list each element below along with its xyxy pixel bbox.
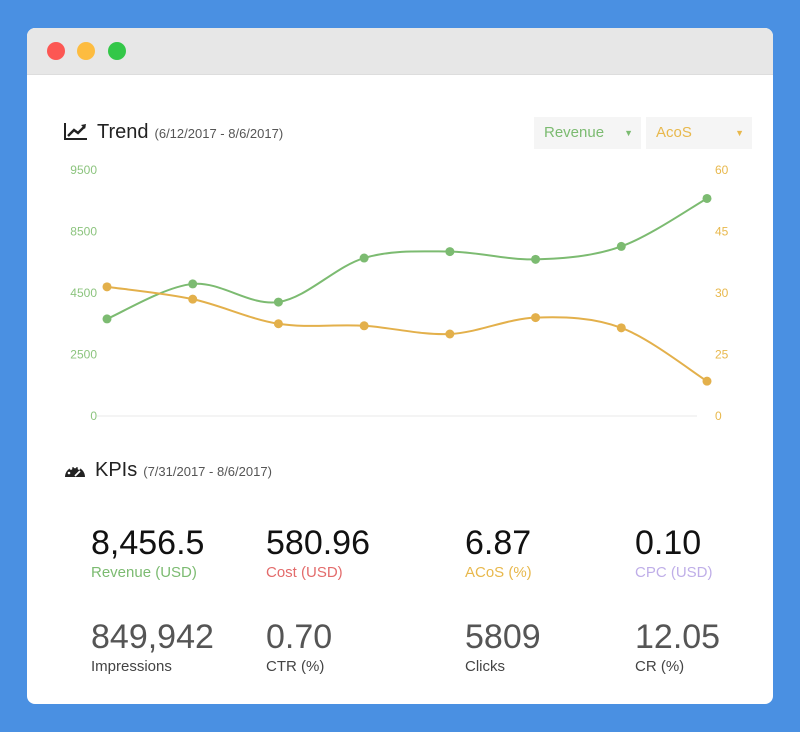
kpi-value: 580.96 [266,524,370,562]
acos-data-point[interactable] [188,294,198,304]
acos-select-label: AcoS [656,124,692,141]
kpi-clicks: 5809 Clicks [465,618,541,675]
left-axis-tick-label: 9500 [70,163,97,177]
kpi-label: CTR (%) [266,658,325,675]
kpi-label: ACoS (%) [465,564,532,581]
kpi-impressions: 849,942 Impressions [91,618,214,675]
acos-data-point[interactable] [445,329,455,339]
trend-line-chart: 9500 8500 4500 2500 0 60 45 30 25 0 [70,163,729,423]
kpi-label: Impressions [91,658,172,675]
acos-data-point[interactable] [531,313,541,323]
kpis-date-range: (7/31/2017 - 8/6/2017) [143,464,272,479]
kpi-ctr: 0.70 CTR (%) [266,618,332,675]
kpi-label: Revenue (USD) [91,564,197,581]
revenue-data-point[interactable] [702,193,712,203]
revenue-data-point[interactable] [273,297,283,307]
acos-series-select[interactable]: AcoS ▼ [646,117,752,149]
chevron-down-icon: ▼ [624,128,633,138]
revenue-data-point[interactable] [102,314,112,324]
kpi-label: CR (%) [635,658,685,675]
kpis-header: KPIs (7/31/2017 - 8/6/2017) [63,458,272,482]
right-axis-tick-label: 45 [715,225,729,239]
kpi-value: 12.05 [635,618,721,656]
trend-chart-icon [63,121,89,146]
kpi-revenue: 8,456.5 Revenue (USD) [91,524,204,581]
right-axis-tick-label: 25 [715,348,729,362]
minimize-window-button[interactable] [77,42,95,60]
kpi-value: 849,942 [91,618,214,656]
revenue-data-point[interactable] [445,247,455,257]
left-axis-tick-label: 0 [90,409,97,423]
gauge-icon [63,461,87,484]
left-axis-tick-label: 2500 [70,348,97,362]
window-titlebar [27,28,773,75]
kpi-cost: 580.96 Cost (USD) [266,524,370,581]
acos-data-point[interactable] [616,323,626,333]
left-axis-tick-label: 4500 [70,286,97,300]
acos-data-point[interactable] [102,282,112,292]
app-window: Trend (6/12/2017 - 8/6/2017) Revenue ▼ A… [27,28,773,704]
kpi-value: 6.87 [465,524,532,562]
kpi-value: 5809 [465,618,541,656]
maximize-window-button[interactable] [108,42,126,60]
acos-data-point[interactable] [359,321,369,331]
kpi-value: 8,456.5 [91,524,205,562]
revenue-select-label: Revenue [544,124,605,141]
revenue-series-line [106,197,708,320]
kpi-cpc: 0.10 CPC (USD) [635,524,713,581]
acos-data-point[interactable] [273,319,283,329]
acos-data-point[interactable] [702,376,712,386]
kpi-cr: 12.05 CR (%) [635,618,720,675]
kpis-title: KPIs [95,459,138,481]
close-window-button[interactable] [47,42,65,60]
right-axis-tick-label: 30 [715,286,729,300]
right-axis-tick-label: 0 [715,409,722,423]
kpi-label: Clicks [465,658,505,675]
right-axis-tick-label: 60 [715,163,729,177]
revenue-data-point[interactable] [531,254,541,264]
revenue-data-point[interactable] [188,279,198,289]
kpi-value: 0.10 [635,524,702,562]
chevron-down-icon: ▼ [735,128,744,138]
kpi-value: 0.70 [266,618,333,656]
kpi-acos: 6.87 ACoS (%) [465,524,532,581]
kpi-label: CPC (USD) [635,564,713,581]
trend-date-range: (6/12/2017 - 8/6/2017) [154,126,284,141]
trend-header: Trend (6/12/2017 - 8/6/2017) [63,118,283,144]
kpi-label: Cost (USD) [266,564,343,581]
trend-title: Trend [97,121,149,143]
left-axis-tick-label: 8500 [70,225,97,239]
revenue-data-point[interactable] [359,253,369,263]
revenue-data-point[interactable] [616,241,626,251]
revenue-series-select[interactable]: Revenue ▼ [534,117,641,149]
acos-series-line [106,285,708,382]
